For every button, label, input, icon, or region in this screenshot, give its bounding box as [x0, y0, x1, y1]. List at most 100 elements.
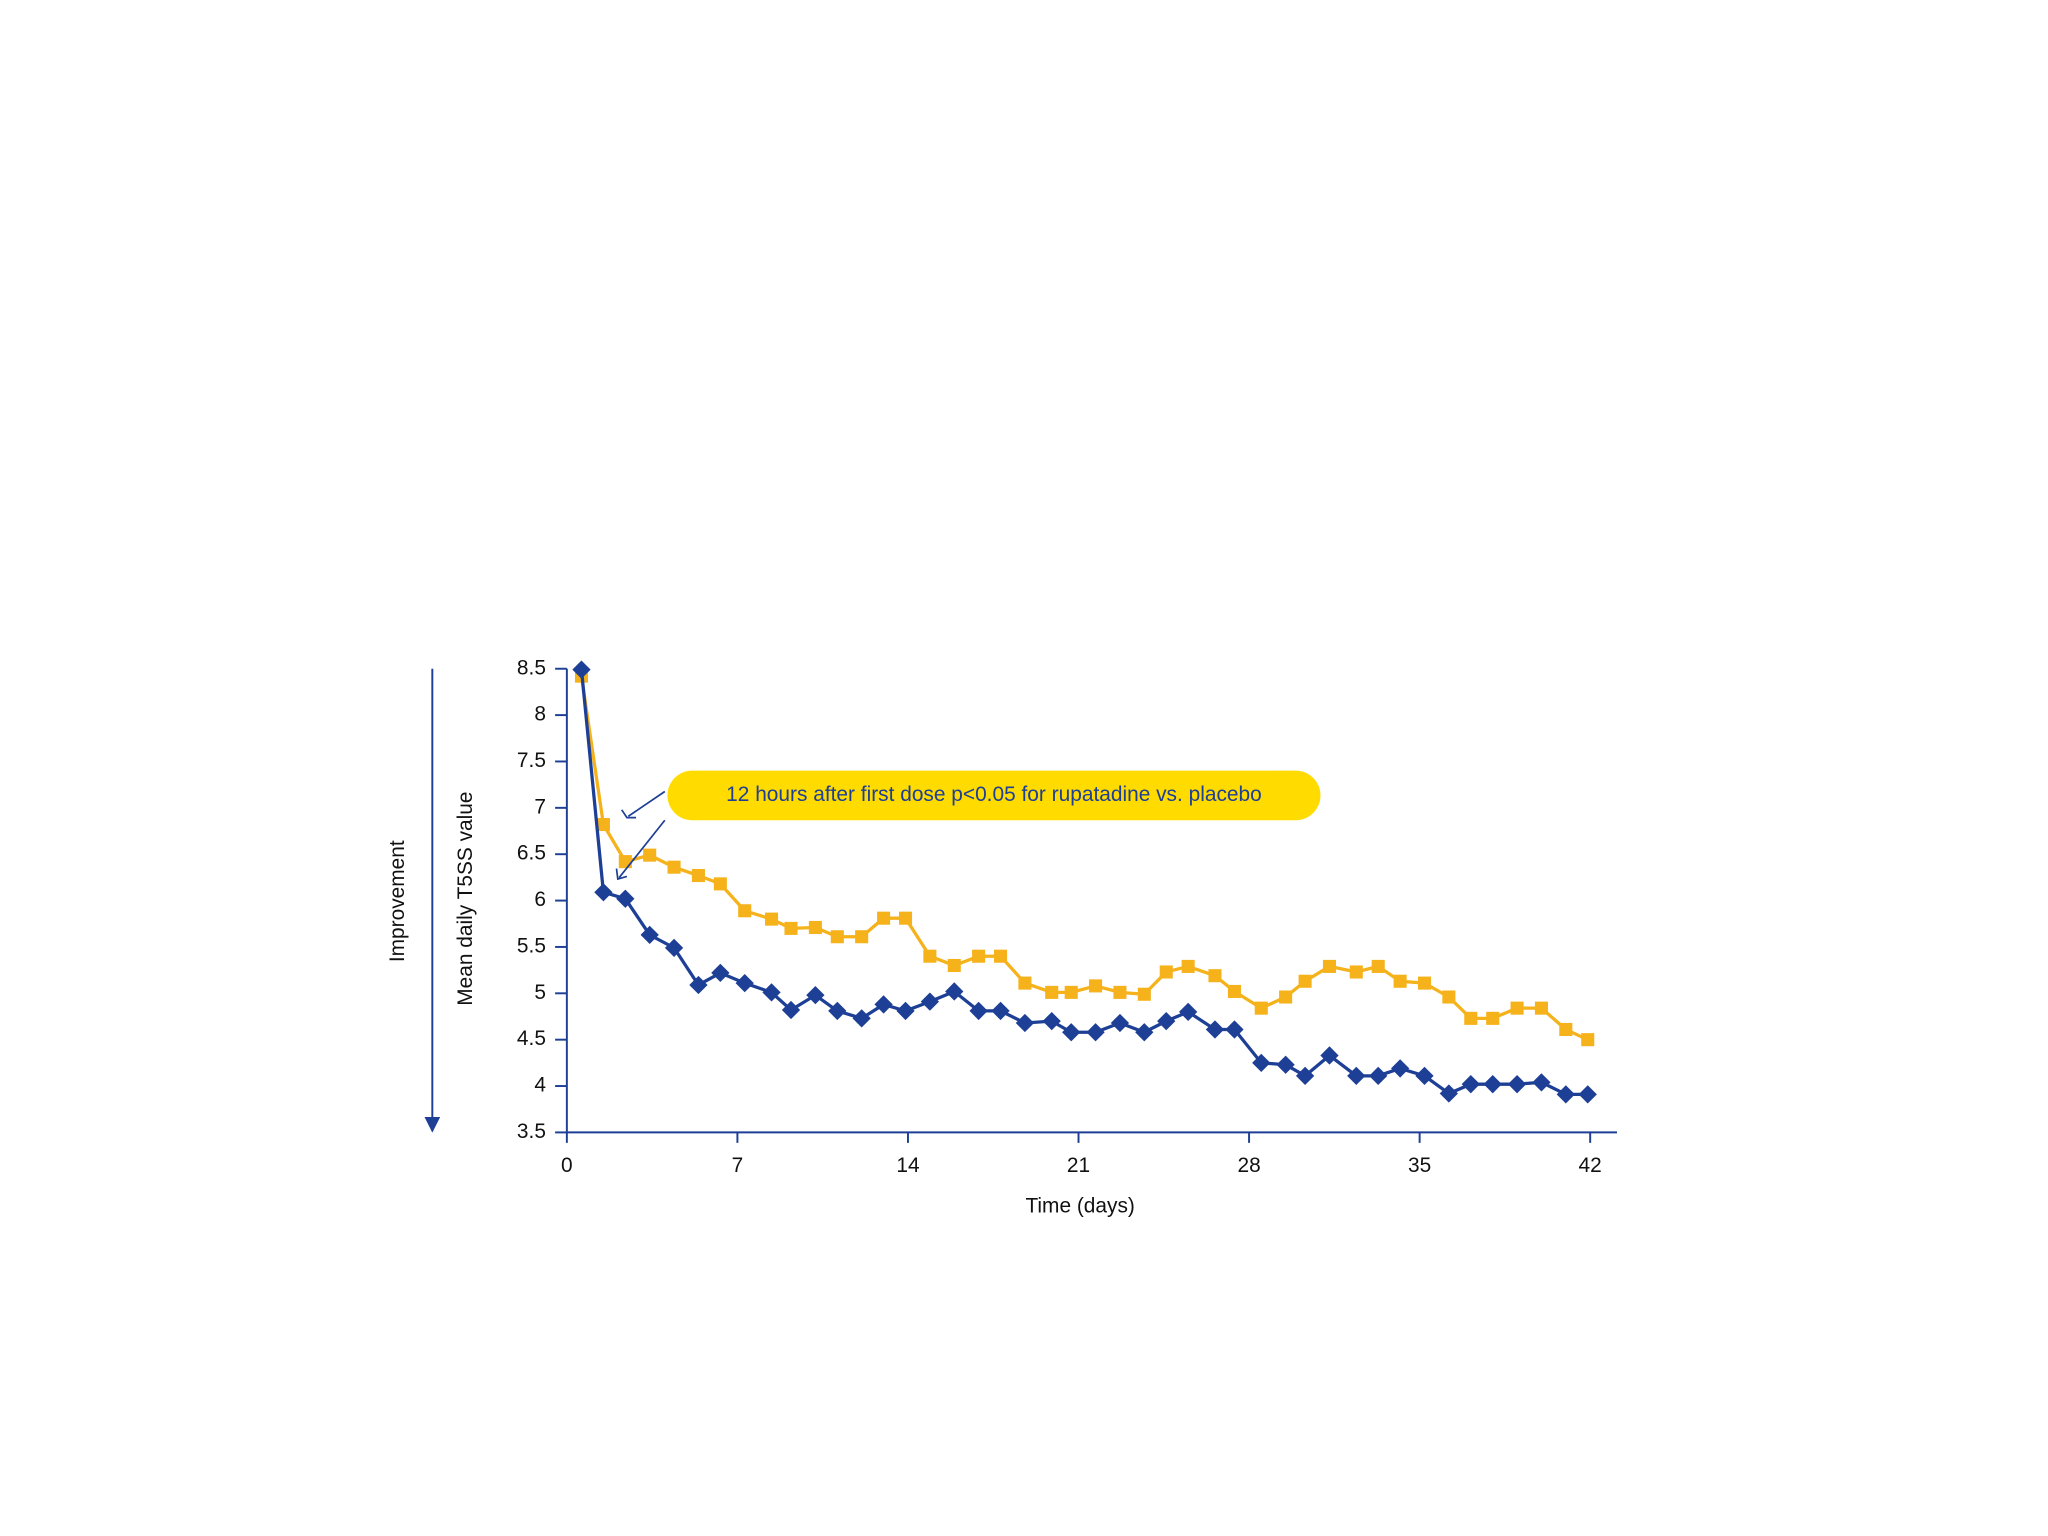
y-tick-label: 8.5: [517, 656, 546, 679]
data-point: [781, 1000, 801, 1020]
data-point: [738, 904, 752, 918]
y-tick-label: 4: [534, 1074, 546, 1097]
data-point: [920, 992, 940, 1011]
data-point: [1578, 1085, 1597, 1104]
y-tick-label: 7.5: [517, 749, 546, 772]
x-axis-label: Time (days): [1025, 1194, 1134, 1217]
data-point: [735, 973, 754, 993]
data-point: [1042, 1011, 1061, 1031]
data-point: [1371, 959, 1385, 973]
data-point: [1208, 969, 1222, 983]
data-point: [1298, 974, 1312, 988]
data-point: [1559, 1022, 1573, 1037]
annotation: 12 hours after first dose p<0.05 for rup…: [726, 783, 1262, 806]
data-point: [1062, 1023, 1081, 1042]
data-point: [1135, 1023, 1154, 1042]
data-point: [1439, 1084, 1459, 1103]
data-point: [1483, 1075, 1502, 1094]
data-point: [1064, 985, 1078, 999]
x-tick-label: 21: [1067, 1154, 1090, 1177]
data-point: [1510, 1001, 1524, 1015]
data-point: [1279, 990, 1293, 1004]
data-point: [1205, 1020, 1225, 1039]
data-point: [1159, 965, 1173, 979]
data-point: [945, 982, 964, 1001]
data-point: [1113, 985, 1127, 999]
data-point: [1276, 1055, 1295, 1074]
annotation-arrow: [627, 790, 666, 818]
data-point: [1086, 1023, 1105, 1042]
data-point: [643, 848, 657, 862]
data-point: [1556, 1085, 1575, 1104]
plot-area: 3.5 4 4.5 5 5.5 6 6.5 7 7.5 8 8.5 0 7 14 21 28 35 42: [517, 656, 1617, 1177]
data-point: [1018, 976, 1032, 990]
data-point: [877, 911, 891, 925]
annotation-arrowhead: [615, 868, 628, 881]
data-point: [1179, 1002, 1198, 1021]
data-point: [828, 1001, 847, 1021]
data-point: [1015, 1013, 1035, 1033]
data-point: [806, 986, 825, 1005]
data-point: [784, 921, 798, 935]
data-point: [1532, 1073, 1551, 1092]
data-point: [713, 877, 727, 891]
y-tick-label: 6: [534, 888, 546, 911]
x-tick-label: 7: [732, 1154, 744, 1177]
data-point: [764, 912, 779, 926]
data-point: [1369, 1066, 1388, 1085]
data-point: [667, 860, 681, 874]
data-point: [1349, 965, 1363, 979]
data-point: [1390, 1059, 1410, 1078]
data-point: [1157, 1011, 1176, 1031]
data-point: [1534, 1001, 1548, 1015]
data-point: [1045, 985, 1059, 999]
data-point: [923, 949, 937, 963]
data-point: [1089, 979, 1103, 993]
data-point: [896, 1001, 915, 1021]
x-tick-label: 35: [1408, 1154, 1431, 1177]
y-tick-label: 4.5: [517, 1027, 546, 1050]
annotation-arrow: [618, 819, 666, 879]
series-line: [579, 675, 1589, 1042]
data-point: [1181, 959, 1195, 973]
data-point: [972, 949, 986, 963]
data-point: [1417, 976, 1432, 990]
data-point: [1137, 987, 1151, 1001]
data-point: [1110, 1013, 1130, 1033]
data-point: [1322, 959, 1337, 973]
data-point: [1393, 974, 1407, 988]
data-point: [991, 1001, 1010, 1021]
y-tick-label: 5: [534, 981, 546, 1004]
direction-label: Improvement: [386, 840, 409, 962]
data-point: [874, 995, 893, 1014]
data-point: [1254, 1001, 1268, 1015]
data-point: [898, 911, 913, 925]
x-tick-label: 42: [1579, 1154, 1602, 1177]
data-point: [596, 817, 610, 832]
annotation-box: [667, 770, 1321, 821]
data-point: [830, 930, 844, 944]
data-point: [808, 920, 822, 934]
y-tick-label: 7: [534, 795, 546, 818]
y-tick-label: 6.5: [517, 842, 546, 865]
data-point: [640, 925, 659, 945]
data-point: [855, 930, 869, 944]
data-point: [762, 983, 781, 1002]
data-point: [1581, 1033, 1595, 1047]
data-point: [1486, 1011, 1500, 1025]
series-line: [579, 669, 1588, 1097]
data-point: [1442, 990, 1456, 1004]
data-point: [691, 869, 705, 883]
data-point: [711, 963, 730, 983]
data-point: [1507, 1075, 1527, 1094]
data-point: [1225, 1020, 1244, 1039]
data-point: [947, 958, 961, 973]
data-point: [689, 975, 708, 995]
data-point: [664, 938, 684, 958]
data-point: [1461, 1075, 1480, 1094]
data-point: [616, 889, 635, 908]
data-point: [852, 1009, 871, 1028]
x-tick-label: 0: [561, 1154, 573, 1177]
